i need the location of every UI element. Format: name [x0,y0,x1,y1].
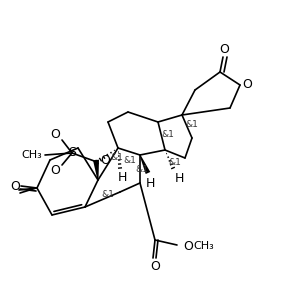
Text: O: O [219,43,229,56]
Text: &1: &1 [185,120,198,129]
Text: O: O [50,128,60,141]
Text: S: S [68,146,76,159]
Polygon shape [140,155,150,174]
Polygon shape [93,160,99,180]
Text: O: O [183,239,193,253]
Text: CH₃: CH₃ [21,150,42,160]
Text: O: O [50,164,60,177]
Text: &1: &1 [123,156,136,165]
Text: O: O [100,154,110,168]
Text: O: O [242,79,252,91]
Text: CH₃: CH₃ [193,241,214,251]
Text: &1: &1 [110,153,123,162]
Text: &1: &1 [101,190,114,199]
Text: &1: &1 [161,130,174,139]
Text: O: O [150,260,160,273]
Text: H: H [117,171,127,184]
Text: H: H [145,177,155,190]
Text: H: H [175,172,184,185]
Text: &1: &1 [135,165,148,174]
Text: &1: &1 [168,158,181,167]
Text: O: O [10,180,20,193]
